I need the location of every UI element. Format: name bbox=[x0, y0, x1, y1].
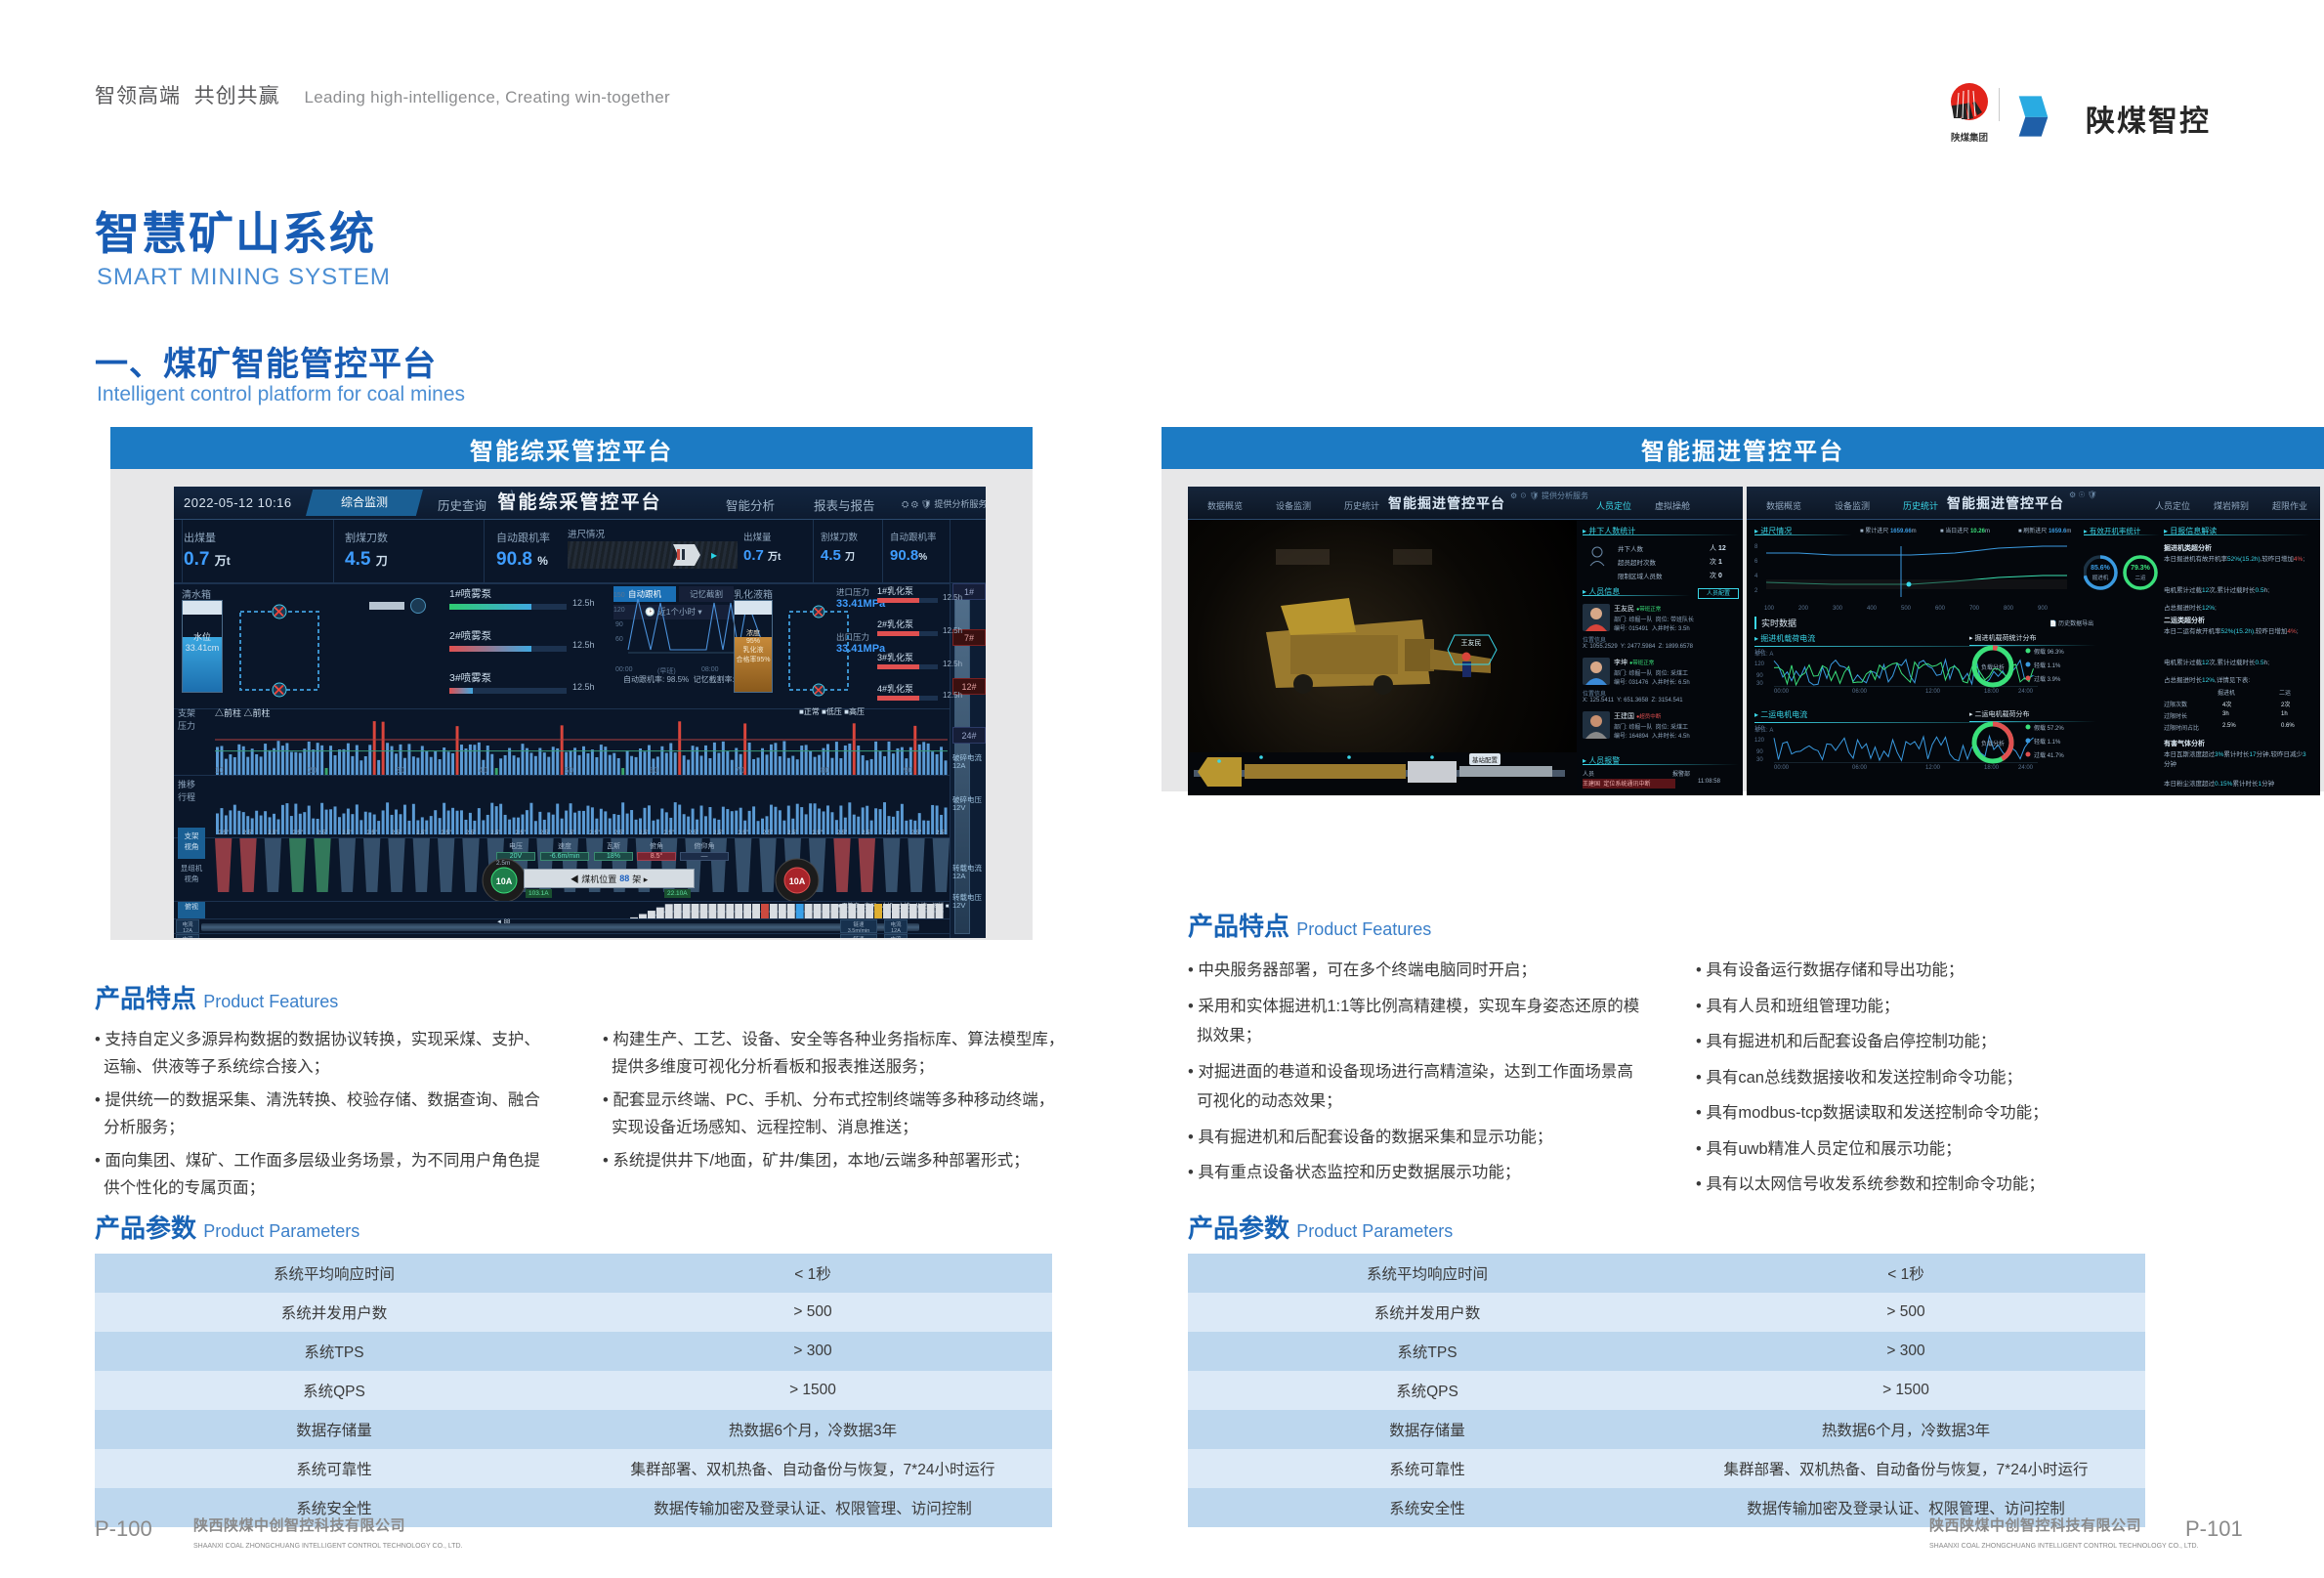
svg-text:二运: 二运 bbox=[2134, 574, 2146, 581]
svg-text:掘进机: 掘进机 bbox=[2092, 574, 2109, 581]
svg-text:负载分析: 负载分析 bbox=[1981, 663, 2005, 671]
svg-text:30: 30 bbox=[1756, 757, 1763, 763]
svg-text:90: 90 bbox=[615, 621, 623, 628]
svg-text:2.5": 2.5" bbox=[589, 831, 599, 836]
svg-text:2.5": 2.5" bbox=[862, 831, 871, 836]
svg-text:2.5": 2.5" bbox=[639, 831, 649, 836]
svg-text:轻载 1.1%: 轻载 1.1% bbox=[2034, 738, 2061, 746]
svg-text:2.5": 2.5" bbox=[540, 831, 550, 836]
svg-text:150: 150 bbox=[613, 592, 625, 599]
svg-text:王友民: 王友民 bbox=[1461, 638, 1482, 647]
svg-text:2.5": 2.5" bbox=[738, 831, 747, 836]
svg-text:❌: ❌ bbox=[814, 685, 824, 695]
svg-text:2.5": 2.5" bbox=[416, 831, 426, 836]
svg-text:2.5": 2.5" bbox=[787, 831, 797, 836]
svg-text:❌: ❌ bbox=[274, 606, 284, 618]
svg-text:120: 120 bbox=[1754, 661, 1765, 667]
svg-text:2.5": 2.5" bbox=[689, 831, 698, 836]
svg-text:❌: ❌ bbox=[274, 684, 284, 696]
svg-text:10A: 10A bbox=[789, 876, 806, 886]
svg-text:10A: 10A bbox=[496, 876, 513, 886]
svg-text:2.5": 2.5" bbox=[565, 831, 574, 836]
svg-text:2.5": 2.5" bbox=[713, 831, 723, 836]
svg-text:2.5": 2.5" bbox=[392, 831, 401, 836]
svg-text:2.5": 2.5" bbox=[317, 831, 327, 836]
svg-text:150: 150 bbox=[1754, 726, 1765, 732]
svg-text:60: 60 bbox=[615, 636, 623, 643]
svg-text:2.5": 2.5" bbox=[886, 831, 896, 836]
svg-text:❌: ❌ bbox=[814, 607, 824, 617]
svg-text:2.5": 2.5" bbox=[218, 831, 228, 836]
svg-text:过载 3.9%: 过载 3.9% bbox=[2034, 675, 2061, 683]
svg-text:2.5": 2.5" bbox=[490, 831, 500, 836]
svg-text:120: 120 bbox=[1754, 738, 1765, 744]
svg-text:150: 150 bbox=[1754, 650, 1765, 656]
svg-text:负载分析: 负载分析 bbox=[1981, 740, 2005, 747]
svg-text:2.5": 2.5" bbox=[366, 831, 376, 836]
svg-text:6: 6 bbox=[1754, 559, 1758, 565]
svg-text:假载 57.2%: 假载 57.2% bbox=[2034, 724, 2064, 732]
svg-text:120: 120 bbox=[613, 607, 625, 614]
svg-text:90: 90 bbox=[1756, 673, 1763, 679]
svg-text:79.3%: 79.3% bbox=[2131, 565, 2151, 572]
svg-text:2.5": 2.5" bbox=[614, 831, 624, 836]
svg-text:2.5": 2.5" bbox=[936, 831, 946, 836]
svg-text:2: 2 bbox=[1754, 588, 1758, 594]
svg-text:4: 4 bbox=[1754, 574, 1758, 579]
svg-text:2.5": 2.5" bbox=[515, 831, 525, 836]
svg-text:2.5": 2.5" bbox=[812, 831, 822, 836]
svg-text:2.5": 2.5" bbox=[441, 831, 450, 836]
svg-text:轻载 1.1%: 轻载 1.1% bbox=[2034, 661, 2061, 669]
svg-text:8: 8 bbox=[1754, 544, 1758, 550]
svg-text:85.6%: 85.6% bbox=[2091, 565, 2111, 572]
svg-text:30: 30 bbox=[1756, 681, 1763, 687]
svg-text:2.5": 2.5" bbox=[466, 831, 476, 836]
svg-text:2.5": 2.5" bbox=[663, 831, 673, 836]
svg-text:2.5": 2.5" bbox=[292, 831, 302, 836]
svg-text:2.5": 2.5" bbox=[342, 831, 352, 836]
svg-text:2.5": 2.5" bbox=[837, 831, 847, 836]
svg-text:2.5": 2.5" bbox=[243, 831, 253, 836]
svg-text:2.5": 2.5" bbox=[763, 831, 773, 836]
svg-text:2.5": 2.5" bbox=[911, 831, 921, 836]
svg-text:2.5": 2.5" bbox=[268, 831, 277, 836]
svg-text:假载 96.3%: 假载 96.3% bbox=[2034, 648, 2064, 656]
svg-text:90: 90 bbox=[1756, 749, 1763, 755]
svg-text:过载 41.7%: 过载 41.7% bbox=[2034, 751, 2064, 759]
